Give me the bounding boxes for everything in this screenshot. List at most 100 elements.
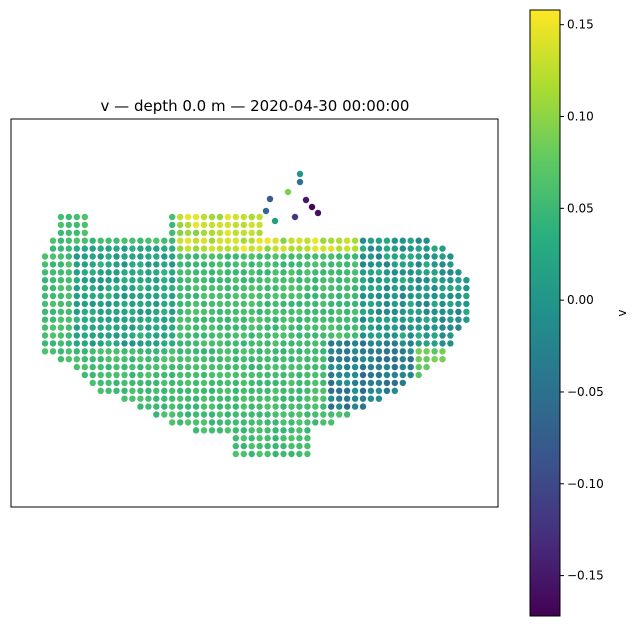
- scatter-point: [41, 308, 49, 315]
- scatter-point: [248, 300, 255, 308]
- scatter-point: [351, 363, 359, 371]
- scatter-point: [153, 411, 160, 418]
- scatter-point: [89, 371, 96, 379]
- scatter-point: [81, 213, 89, 221]
- scatter-point: [288, 419, 295, 426]
- scatter-point: [304, 340, 311, 347]
- scatter-point: [264, 277, 271, 284]
- scatter-point: [216, 261, 224, 268]
- scatter-point: [248, 221, 255, 229]
- scatter-point: [351, 300, 359, 308]
- scatter-point: [192, 308, 200, 315]
- scatter-point: [169, 332, 176, 339]
- scatter-point: [383, 363, 391, 371]
- scatter-point: [272, 340, 279, 347]
- scatter-point: [81, 284, 89, 292]
- scatter-point: [312, 237, 319, 244]
- scatter-point: [232, 379, 239, 387]
- scatter-point: [200, 411, 208, 418]
- scatter-point: [73, 348, 81, 355]
- scatter-point: [232, 340, 239, 347]
- scatter-point: [200, 269, 208, 276]
- scatter-point: [343, 363, 351, 371]
- scatter-point: [232, 308, 239, 315]
- scatter-point: [264, 403, 271, 410]
- scatter-point: [367, 356, 375, 363]
- scatter-point: [431, 324, 438, 331]
- scatter-point: [256, 284, 263, 292]
- scatter-point: [192, 427, 200, 434]
- scatter-point: [73, 332, 81, 339]
- scatter-point: [375, 261, 383, 268]
- scatter-point: [224, 308, 231, 315]
- scatter-point: [208, 269, 216, 276]
- scatter-point: [192, 332, 200, 339]
- scatter-point: [161, 387, 168, 394]
- scatter-point: [113, 371, 120, 379]
- scatter-point: [113, 332, 120, 339]
- scatter-point: [391, 284, 398, 292]
- scatter-point: [455, 292, 462, 300]
- scatter-point: [383, 387, 391, 394]
- scatter-point: [280, 450, 287, 458]
- scatter-point: [343, 379, 351, 387]
- scatter-point: [383, 245, 391, 252]
- scatter-point: [463, 284, 470, 292]
- scatter-point: [447, 269, 454, 276]
- scatter-point: [256, 237, 263, 244]
- scatter-point: [288, 379, 295, 387]
- scatter-point: [272, 237, 279, 244]
- scatter-point: [208, 308, 216, 315]
- scatter-point: [375, 324, 383, 331]
- scatter-point: [288, 356, 295, 363]
- scatter-point: [272, 395, 279, 402]
- scatter-point: [105, 245, 112, 252]
- scatter-point: [105, 340, 112, 347]
- scatter-point: [296, 371, 303, 379]
- scatter-point: [137, 316, 144, 323]
- scatter-point: [383, 261, 391, 268]
- scatter-point: [296, 308, 303, 315]
- scatter-point: [431, 300, 438, 308]
- scatter-point: [208, 300, 216, 308]
- scatter-point: [192, 363, 200, 371]
- scatter-point: [232, 387, 239, 394]
- scatter-point: [336, 269, 343, 276]
- scatter-point: [248, 237, 255, 244]
- scatter-point: [375, 253, 383, 260]
- scatter-point: [169, 387, 176, 394]
- scatter-point: [320, 387, 327, 394]
- scatter-point: [391, 332, 398, 339]
- scatter-point: [415, 269, 422, 276]
- scatter-point: [288, 363, 295, 371]
- scatter-point: [41, 277, 49, 284]
- scatter-point: [137, 284, 144, 292]
- scatter-point: [169, 261, 176, 268]
- scatter-point: [439, 348, 446, 355]
- scatter-point: [89, 245, 96, 252]
- scatter-point: [367, 332, 375, 339]
- scatter-point: [264, 253, 271, 260]
- scatter-point: [184, 348, 192, 355]
- scatter-point: [161, 308, 168, 315]
- scatter-point: [359, 237, 367, 244]
- scatter-point: [336, 332, 343, 339]
- scatter-point: [407, 340, 414, 347]
- scatter-point: [161, 269, 168, 276]
- scatter-point: [208, 324, 216, 331]
- scatter-point: [423, 332, 430, 339]
- scatter-point: [153, 371, 160, 379]
- scatter-point: [105, 387, 112, 394]
- scatter-point: [328, 356, 335, 363]
- scatter-point: [248, 269, 255, 276]
- scatter-point: [97, 300, 104, 308]
- scatter-point: [129, 356, 136, 363]
- scatter-point: [455, 269, 462, 276]
- scatter-point: [240, 269, 247, 276]
- scatter-point: [391, 308, 398, 315]
- scatter-point: [280, 348, 287, 355]
- scatter-point: [200, 419, 208, 426]
- scatter-point: [312, 419, 319, 426]
- scatter-point: [200, 277, 208, 284]
- scatter-point: [336, 253, 343, 260]
